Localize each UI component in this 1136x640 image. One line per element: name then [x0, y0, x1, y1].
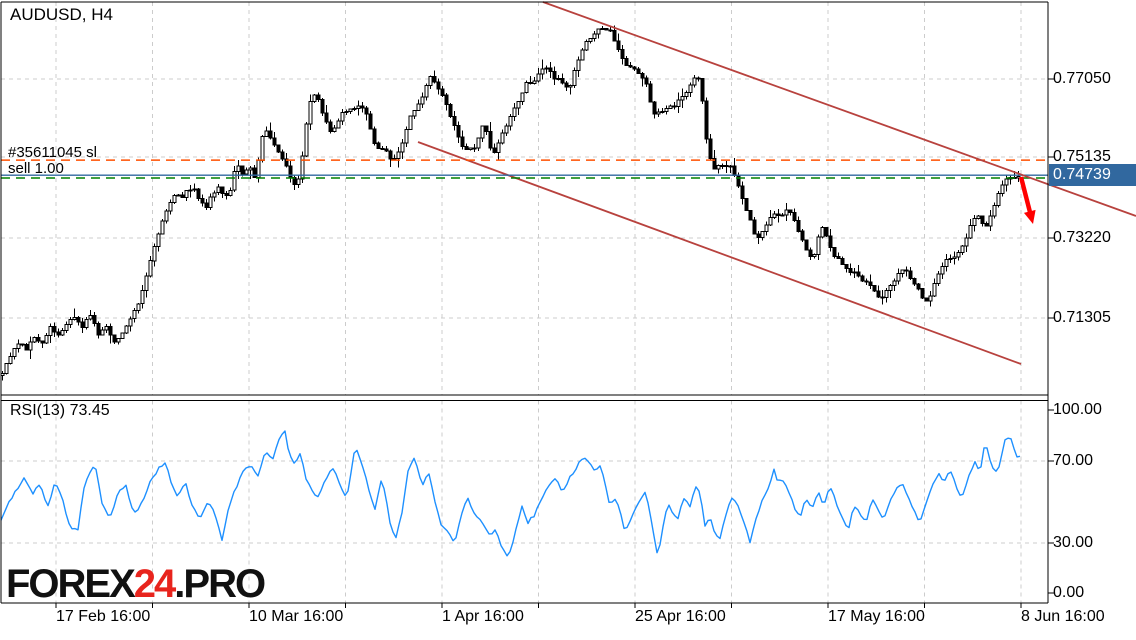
price-axis-tick-label: 0.77050 — [1053, 70, 1111, 87]
time-axis-label: 17 Feb 16:00 — [56, 608, 151, 625]
rsi-axis-tick-label: 30.00 — [1053, 534, 1094, 551]
open-position-label: sell 1.00 — [8, 160, 64, 177]
logo-text-pro: .PRO — [174, 562, 266, 606]
rsi-axis-tick-label: 100.00 — [1053, 401, 1102, 418]
current-price-badge: 0.74739 — [1049, 164, 1136, 186]
symbol-timeframe-label: AUDUSD, H4 — [10, 5, 113, 24]
forex24pro-logo: FOREX24.PRO — [6, 561, 266, 607]
price-axis-tick-label: 0.73220 — [1053, 229, 1111, 246]
price-axis-tick-label: 0.75135 — [1053, 148, 1111, 165]
time-axis-label: 25 Apr 16:00 — [635, 608, 726, 625]
current-price-value: 0.74739 — [1053, 166, 1111, 183]
time-axis-label: 10 Mar 16:00 — [249, 608, 344, 625]
time-axis-label: 17 May 16:00 — [828, 608, 925, 625]
stop-loss-label: #35611045 sl — [8, 144, 97, 161]
time-axis-label: 1 Apr 16:00 — [442, 608, 524, 625]
rsi-axis-tick-label: 0.00 — [1053, 584, 1085, 601]
logo-text-forex: FOREX — [6, 562, 136, 606]
logo-text-24: 24 — [133, 562, 176, 606]
time-axis-label: 8 Jun 16:00 — [1021, 608, 1105, 625]
price-axis-tick-label: 0.71305 — [1053, 309, 1111, 326]
rsi-axis-tick-label: 70.00 — [1053, 452, 1094, 469]
rsi-indicator-label: RSI(13) 73.45 — [10, 402, 110, 419]
